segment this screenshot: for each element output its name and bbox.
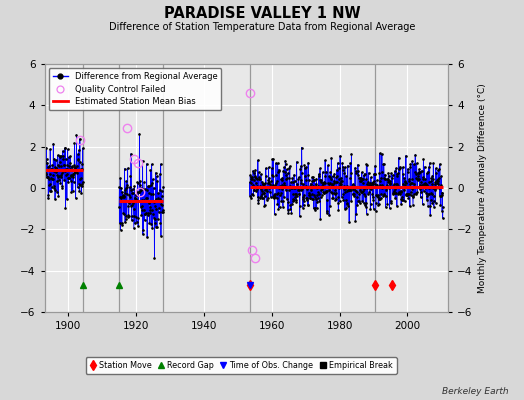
- Text: Difference of Station Temperature Data from Regional Average: Difference of Station Temperature Data f…: [109, 22, 415, 32]
- Legend: Difference from Regional Average, Quality Control Failed, Estimated Station Mean: Difference from Regional Average, Qualit…: [49, 68, 222, 110]
- Text: Berkeley Earth: Berkeley Earth: [442, 387, 508, 396]
- Text: PARADISE VALLEY 1 NW: PARADISE VALLEY 1 NW: [163, 6, 361, 21]
- Y-axis label: Monthly Temperature Anomaly Difference (°C): Monthly Temperature Anomaly Difference (…: [478, 83, 487, 293]
- Legend: Station Move, Record Gap, Time of Obs. Change, Empirical Break: Station Move, Record Gap, Time of Obs. C…: [85, 357, 397, 374]
